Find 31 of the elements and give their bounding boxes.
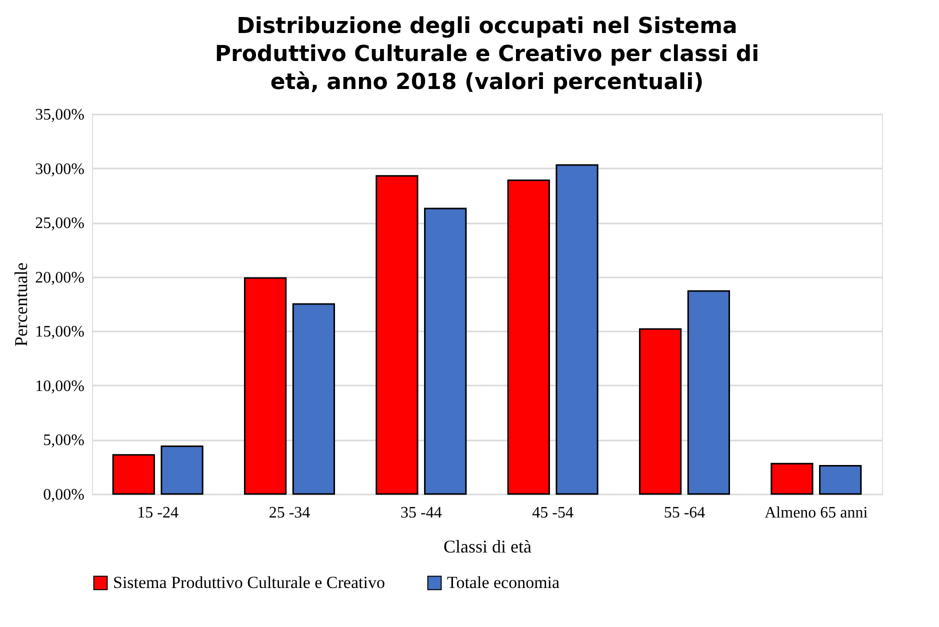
y-tick-label: 35,00% [35, 106, 84, 124]
bar [687, 290, 730, 495]
bar [292, 303, 336, 495]
bar [819, 465, 862, 495]
y-tick-label: 20,00% [35, 269, 84, 286]
y-tick-label: 5,00% [43, 432, 84, 450]
bar [770, 462, 814, 495]
bar [638, 328, 682, 495]
y-tick-label: 0,00% [43, 486, 84, 504]
x-axis-title: Classi di età [444, 536, 532, 556]
bar [507, 179, 550, 495]
y-tick-label: 15,00% [35, 324, 84, 341]
y-tick-label: 30,00% [35, 160, 84, 178]
x-tick-label: 25 -34 [268, 504, 310, 522]
chart-title: Distribuzione degli occupati nel Sistema Produttivo Culturale e Creativo per classi di età, anno 2018 (valori percentuali) [214, 14, 760, 95]
y-axis-title: Percentuale [11, 262, 32, 346]
x-tick-label: 35 -44 [400, 504, 442, 522]
x-tick-label: Almeno 65 anni [764, 504, 868, 522]
bar [244, 277, 287, 495]
x-tick-label: 15 -24 [137, 504, 178, 522]
bar [556, 164, 598, 495]
bar [112, 454, 155, 495]
y-tick-label: 25,00% [35, 215, 84, 232]
bar [160, 445, 204, 495]
bar [424, 208, 467, 495]
y-tick-label: 10,00% [35, 378, 84, 395]
legend-label: Sistema Produttivo Culturale e Creativo [113, 572, 385, 592]
bar [376, 175, 418, 495]
x-tick-label: 45 -54 [532, 504, 574, 522]
legend-label: Totale economia [447, 572, 560, 592]
x-tick-label: 55 -64 [664, 504, 706, 522]
